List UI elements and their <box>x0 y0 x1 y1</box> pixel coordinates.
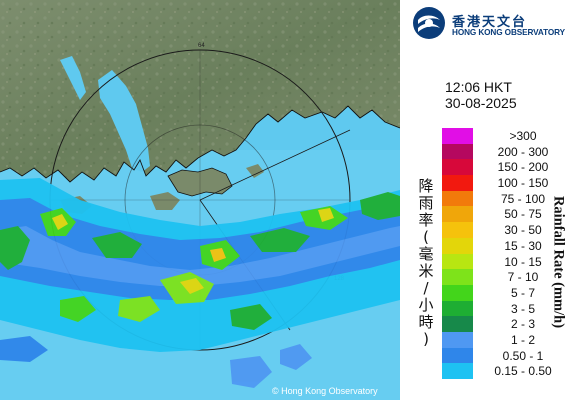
legend-label: >300 <box>509 129 537 143</box>
legend-swatch <box>442 143 473 160</box>
legend-row: 2 - 3 <box>442 316 577 332</box>
legend-panel: 香港天文台 HONG KONG OBSERVATORY 12:06 HKT 30… <box>400 0 577 400</box>
legend-title-chinese: 降雨率(毫米 / 小時) <box>416 178 436 348</box>
legend-label: 1 - 2 <box>510 332 535 347</box>
legend-swatch <box>442 237 473 254</box>
legend-label: 0.50 - 1 <box>502 348 544 363</box>
radar-map[interactable]: 64 128 © Hon <box>0 0 400 400</box>
legend-label: 5 - 7 <box>510 285 535 300</box>
legend-label: 3 - 5 <box>510 301 535 316</box>
legend-label: 0.15 - 0.50 <box>494 364 552 379</box>
legend-swatch <box>442 269 473 285</box>
legend-row: 5 - 7 <box>442 284 577 301</box>
legend-label: 15 - 30 <box>504 238 542 253</box>
legend-row: 10 - 15 <box>442 253 577 270</box>
rainfall-legend: >300 200 - 300 150 - 200 100 - 150 75 - 100 5… <box>442 128 577 379</box>
legend-swatch <box>442 175 473 191</box>
legend-row: 15 - 30 <box>442 237 577 254</box>
logo-english-text: HONG KONG OBSERVATORY <box>452 28 565 37</box>
hko-logo[interactable]: 香港天文台 HONG KONG OBSERVATORY <box>412 6 577 46</box>
legend-label: 100 - 150 <box>497 176 549 191</box>
legend-swatch <box>442 253 473 270</box>
legend-swatch <box>442 331 473 348</box>
legend-swatch <box>442 316 473 332</box>
legend-row: 3 - 5 <box>442 300 577 317</box>
legend-swatch <box>442 190 473 207</box>
legend-swatch <box>442 347 473 364</box>
radar-image: 64 128 © Hon <box>0 0 400 400</box>
legend-swatch <box>442 159 473 176</box>
legend-row: 0.50 - 1 <box>442 347 577 364</box>
legend-row: 7 - 10 <box>442 269 577 285</box>
hko-logo-icon <box>413 7 445 39</box>
legend-swatch <box>442 363 473 379</box>
legend-swatch <box>442 128 473 144</box>
legend-label: 200 - 300 <box>497 144 549 159</box>
legend-label: 150 - 200 <box>497 160 549 175</box>
legend-row: 100 - 150 <box>442 175 577 191</box>
legend-title-english: Rainfall Rate (mm/h) <box>550 195 567 329</box>
legend-swatch <box>442 300 473 317</box>
legend-swatch <box>442 222 473 238</box>
legend-row: 200 - 300 <box>442 143 577 160</box>
legend-label: 75 - 100 <box>500 191 546 206</box>
legend-label: 50 - 75 <box>504 207 542 222</box>
pearl-river-estuary <box>98 70 150 172</box>
legend-row: 75 - 100 <box>442 190 577 207</box>
legend-label: 7 - 10 <box>507 270 539 285</box>
legend-row: 1 - 2 <box>442 331 577 348</box>
legend-row: >300 <box>442 128 577 144</box>
legend-label: 30 - 50 <box>504 223 542 238</box>
legend-row: 30 - 50 <box>442 222 577 238</box>
legend-swatch <box>442 284 473 301</box>
rain-echo-band <box>0 178 400 388</box>
range-label-top: 64 <box>198 43 205 49</box>
radar-date: 30-08-2025 <box>445 95 517 111</box>
legend-row: 50 - 75 <box>442 206 577 223</box>
legend-row: 150 - 200 <box>442 159 577 176</box>
radar-time: 12:06 HKT <box>445 79 512 95</box>
legend-row: 0.15 - 0.50 <box>442 363 577 379</box>
legend-label: 2 - 3 <box>510 317 535 332</box>
legend-label: 10 - 15 <box>504 254 542 269</box>
legend-title-chinese-text: 降雨率(毫米 / 小時) <box>418 177 434 348</box>
logo-chinese-text: 香港天文台 <box>452 15 528 30</box>
hong-kong-island <box>168 168 232 196</box>
copyright-text: © Hong Kong Observatory <box>272 386 378 396</box>
legend-swatch <box>442 206 473 223</box>
